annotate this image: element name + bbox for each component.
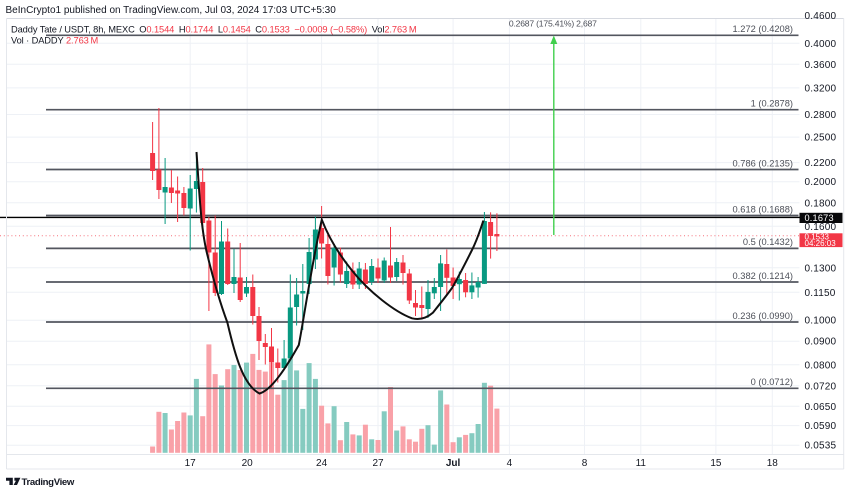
svg-text:Vol · DADDY 2.763 M: Vol · DADDY 2.763 M [11,36,98,46]
svg-text:18: 18 [767,458,779,469]
svg-text:0.2200: 0.2200 [805,158,837,169]
svg-text:0.2000: 0.2000 [805,177,837,188]
svg-text:0.4600: 0.4600 [805,11,837,22]
svg-text:0.1600: 0.1600 [805,222,837,233]
svg-text:0.236 (0.0990): 0.236 (0.0990) [733,311,793,321]
svg-text:0.2500: 0.2500 [805,133,837,144]
svg-text:0.0650: 0.0650 [805,402,837,413]
svg-text:0.786 (0.2135): 0.786 (0.2135) [733,158,793,168]
svg-text:04:26:03: 04:26:03 [805,239,837,248]
svg-text:20: 20 [242,458,254,469]
svg-text:Daddy Tate / USDT, 8h, MEXC O0: Daddy Tate / USDT, 8h, MEXC O0.1544 H0.1… [11,25,417,35]
svg-text:4: 4 [507,458,513,469]
svg-text:8: 8 [582,458,588,469]
svg-text:0.1150: 0.1150 [805,288,836,299]
svg-text:11: 11 [636,458,647,469]
svg-text:0.0535: 0.0535 [805,441,837,452]
svg-text:17: 17 [185,458,197,469]
svg-text:0.1533: 0.1533 [805,232,830,241]
svg-text:1 (0.2878): 1 (0.2878) [751,99,793,109]
svg-text:0.0720: 0.0720 [805,381,837,392]
svg-text:0.3600: 0.3600 [805,60,837,71]
svg-text:TradingView: TradingView [22,477,75,488]
svg-text:1.272 (0.4208): 1.272 (0.4208) [733,24,793,34]
svg-text:15: 15 [710,458,722,469]
svg-text:0.1000: 0.1000 [805,316,837,327]
svg-text:0.1300: 0.1300 [805,263,837,274]
svg-text:0 (0.0712): 0 (0.0712) [751,377,793,387]
svg-text:0.618 (0.1688): 0.618 (0.1688) [733,204,793,214]
svg-text:24: 24 [316,458,328,469]
svg-text:0.0800: 0.0800 [805,360,837,371]
svg-text:27: 27 [372,458,384,469]
svg-text:BeInCrypto1 published on Tradi: BeInCrypto1 published on TradingView.com… [6,5,337,16]
svg-text:0.4000: 0.4000 [805,39,837,50]
svg-text:0.2800: 0.2800 [805,110,837,121]
svg-text:0.0900: 0.0900 [805,337,837,348]
svg-text:0.382 (0.1214): 0.382 (0.1214) [733,271,793,281]
svg-text:0.0590: 0.0590 [805,421,837,432]
svg-text:Jul: Jul [446,458,461,469]
svg-text:0.5 (0.1432): 0.5 (0.1432) [743,237,793,247]
svg-text:0.1800: 0.1800 [805,198,837,209]
svg-text:0.3200: 0.3200 [805,83,837,94]
svg-text:0.2687 (175.41%) 2,687: 0.2687 (175.41%) 2,687 [509,19,597,29]
svg-text:0.1673: 0.1673 [805,213,834,223]
